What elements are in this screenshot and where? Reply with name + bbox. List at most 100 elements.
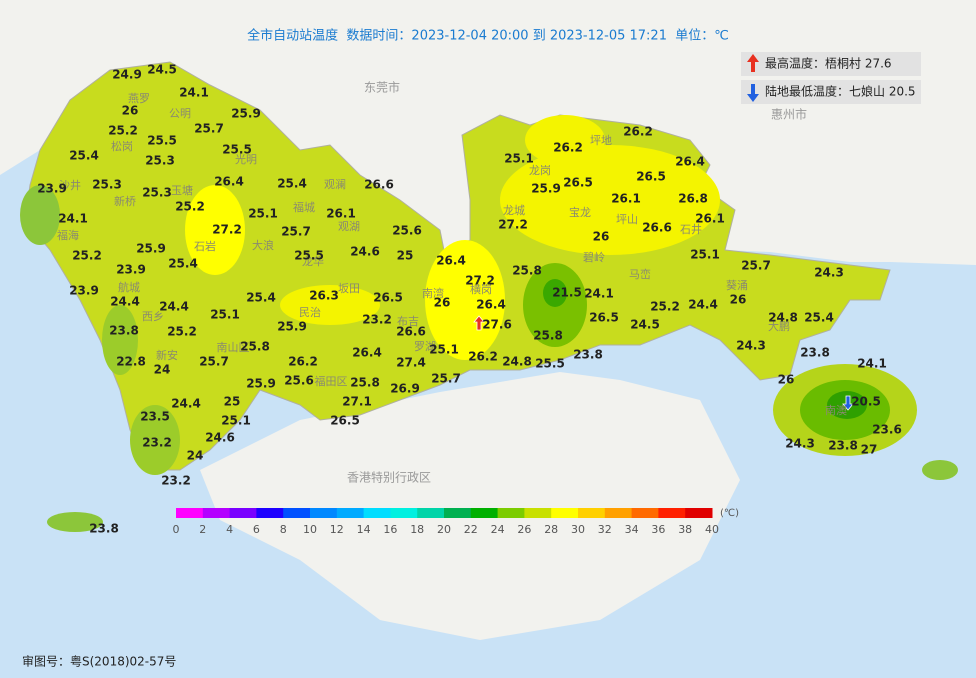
station-value: 25.8 bbox=[512, 264, 542, 278]
station-value: 25.2 bbox=[108, 124, 138, 138]
place-name: 宝龙 bbox=[569, 205, 591, 219]
region-name: 香港特别行政区 bbox=[347, 470, 431, 485]
station-value: 23.2 bbox=[142, 436, 172, 450]
station-value: 26 bbox=[434, 296, 451, 310]
station-value: 25.9 bbox=[136, 242, 166, 256]
station-value: 24.8 bbox=[502, 355, 532, 369]
station-value: 26.4 bbox=[352, 346, 382, 360]
station-value: 25.4 bbox=[69, 149, 99, 163]
legend-swatch bbox=[390, 508, 418, 518]
station-value: 23.2 bbox=[362, 313, 392, 327]
legend-swatch bbox=[524, 508, 552, 518]
warm-area bbox=[280, 285, 380, 325]
place-name: 观湖 bbox=[338, 220, 360, 233]
place-name: 龙岗 bbox=[529, 164, 551, 177]
station-value: 26.1 bbox=[611, 192, 641, 206]
station-value: 24.8 bbox=[768, 311, 798, 325]
legend-tick-label: 30 bbox=[571, 523, 585, 536]
station-value: 25.5 bbox=[222, 143, 252, 157]
station-value: 25.2 bbox=[72, 249, 102, 263]
station-value: 27.2 bbox=[498, 218, 528, 232]
station-value: 24.6 bbox=[205, 431, 235, 445]
station-value: 25.5 bbox=[147, 134, 177, 148]
station-value: 25.9 bbox=[277, 320, 307, 334]
station-value: 26.6 bbox=[364, 178, 394, 192]
station-value: 24.3 bbox=[814, 266, 844, 280]
station-value: 26 bbox=[730, 293, 747, 307]
station-value: 25.8 bbox=[240, 340, 270, 354]
legend-tick-label: 20 bbox=[437, 523, 451, 536]
legend-tick-label: 18 bbox=[410, 523, 424, 536]
station-value: 27.1 bbox=[342, 395, 372, 409]
station-value: 25.1 bbox=[690, 248, 720, 262]
place-name: 横岗 bbox=[470, 282, 492, 296]
station-value: 23.8 bbox=[573, 348, 603, 362]
down-arrow bbox=[747, 84, 759, 102]
station-value: 25.1 bbox=[429, 343, 459, 357]
station-value: 26.2 bbox=[553, 141, 583, 155]
station-value: 25.4 bbox=[277, 177, 307, 191]
station-value: 24.1 bbox=[857, 357, 887, 371]
legend-swatch bbox=[256, 508, 284, 518]
station-value: 26.4 bbox=[476, 298, 506, 312]
place-name: 大鹏 bbox=[768, 319, 790, 333]
station-value: 23.8 bbox=[828, 439, 858, 453]
station-value: 24.5 bbox=[630, 318, 660, 332]
station-value: 27 bbox=[861, 443, 878, 457]
station-value: 26 bbox=[778, 373, 795, 387]
place-name: 福海 bbox=[57, 228, 79, 242]
cool-area bbox=[130, 405, 180, 475]
station-value: 24.4 bbox=[171, 397, 201, 411]
station-value: 25.2 bbox=[650, 300, 680, 314]
place-name: 沙井 bbox=[59, 178, 81, 192]
legend-swatch bbox=[658, 508, 686, 518]
station-value: 26.2 bbox=[468, 350, 498, 364]
station-value: 26.1 bbox=[695, 212, 725, 226]
station-value: 23.8 bbox=[89, 522, 119, 536]
station-value: 25.7 bbox=[194, 122, 224, 136]
legend-swatch bbox=[685, 508, 713, 518]
min-info: 陆地最低温度：七娘山 20.5 bbox=[765, 84, 916, 99]
place-name: 龙城 bbox=[503, 204, 525, 217]
station-value: 25.6 bbox=[284, 374, 314, 388]
station-value: 25.2 bbox=[167, 325, 197, 339]
station-value: 25.5 bbox=[535, 357, 565, 371]
warm-area bbox=[525, 115, 605, 165]
station-value: 25.4 bbox=[246, 291, 276, 305]
place-name: 坂田 bbox=[338, 282, 360, 295]
legend-unit: (℃) bbox=[720, 508, 739, 519]
legend-tick-label: 40 bbox=[705, 523, 719, 536]
patch bbox=[20, 185, 60, 245]
station-value: 25.1 bbox=[210, 308, 240, 322]
legend-swatch bbox=[310, 508, 338, 518]
station-value: 24.1 bbox=[58, 212, 88, 226]
station-value: 26.9 bbox=[390, 382, 420, 396]
place-name: 马峦 bbox=[629, 267, 651, 281]
up-arrow bbox=[747, 54, 759, 72]
legend-tick-label: 6 bbox=[253, 523, 260, 536]
legend-tick-label: 8 bbox=[280, 523, 287, 536]
legend-tick-label: 22 bbox=[464, 523, 478, 536]
station-value: 24.3 bbox=[736, 339, 766, 353]
place-name: 新桥 bbox=[114, 194, 136, 208]
place-name: 航城 bbox=[118, 280, 140, 294]
place-name: 福田区 bbox=[315, 374, 348, 388]
place-name: 新安 bbox=[156, 348, 178, 362]
legend-swatch bbox=[283, 508, 311, 518]
place-name: 光明 bbox=[235, 152, 257, 166]
station-value: 26.3 bbox=[309, 289, 339, 303]
station-value: 24.9 bbox=[112, 68, 142, 82]
station-value: 25.3 bbox=[145, 154, 175, 168]
place-name: 玉塘 bbox=[171, 183, 193, 197]
station-value: 25.3 bbox=[142, 186, 172, 200]
legend-tick-label: 12 bbox=[330, 523, 344, 536]
place-name: 西乡 bbox=[142, 310, 164, 323]
legend-swatch bbox=[604, 508, 633, 518]
station-value: 26.6 bbox=[396, 325, 426, 339]
legend-swatch bbox=[176, 508, 204, 518]
legend-swatch bbox=[470, 508, 499, 518]
island bbox=[922, 460, 958, 480]
place-name: 南湾 bbox=[422, 286, 444, 300]
station-value: 26.8 bbox=[678, 192, 708, 206]
place-name: 松岗 bbox=[111, 139, 133, 153]
